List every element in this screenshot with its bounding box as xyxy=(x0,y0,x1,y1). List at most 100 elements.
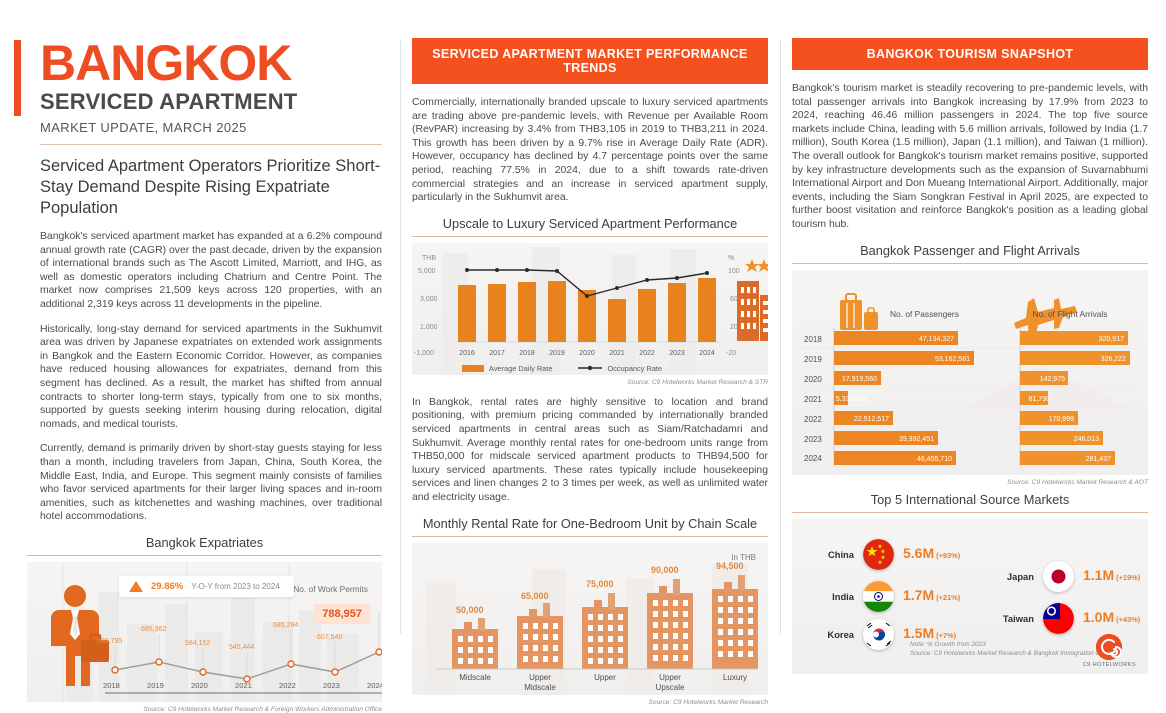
expatriates-value-labels: 588,795 665,362 584,152 545,444 685,294 … xyxy=(97,562,382,702)
market-value: 1.0M xyxy=(1083,609,1115,626)
markets-note: Note: % Growth from 2023 xyxy=(910,640,986,648)
page-subtitle: SERVICED APARTMENT xyxy=(40,89,298,114)
market-row-china: China 5.6M (+93%) xyxy=(808,538,960,570)
arrivals-plot: No. of Passengers No. of Flight Arrivals… xyxy=(792,269,1148,475)
column-divider xyxy=(780,40,781,634)
arrivals-svg: No. of Passengers No. of Flight Arrivals… xyxy=(798,292,1142,467)
svg-text:326,222: 326,222 xyxy=(1101,356,1126,363)
growth-percent: 29.86% xyxy=(151,580,184,592)
svg-text:281,437: 281,437 xyxy=(1086,456,1111,463)
axis-tick: 2019 xyxy=(147,680,164,690)
markets-source: Source: C9 Hotelworks Market Research & … xyxy=(910,649,1113,657)
svg-text:2023: 2023 xyxy=(669,350,685,357)
value-label: 607,540 xyxy=(317,633,343,641)
svg-text:2018: 2018 xyxy=(804,335,822,344)
triangle-up-icon xyxy=(129,580,143,592)
flag-china-icon xyxy=(863,538,894,570)
star-rating-icon xyxy=(745,258,768,272)
performance-chart-title: Upscale to Luxury Serviced Apartment Per… xyxy=(442,215,738,231)
svg-text:20: 20 xyxy=(730,324,738,331)
flight-bars xyxy=(1020,330,1130,465)
market-growth: (+7%) xyxy=(936,631,957,641)
svg-text:3,000: 3,000 xyxy=(420,296,438,303)
value-label: 588,795 xyxy=(97,637,123,645)
expatriates-plot: 29.86% Y-O-Y from 2023 to 2024 No. of Wo… xyxy=(27,561,382,702)
source-markets-plot: China 5.6M (+93%) India xyxy=(792,518,1148,674)
rental-unit-label: In THB xyxy=(731,552,756,562)
flight-values: 320,917 326,222 142,975 81,790 170,999 2… xyxy=(1029,336,1127,463)
country-label: Korea xyxy=(827,628,854,640)
svg-text:1,000: 1,000 xyxy=(420,324,438,331)
svg-text:39,392,451: 39,392,451 xyxy=(899,436,934,443)
market-row-korea: Korea 1.5M (+7%) xyxy=(808,618,957,650)
right-column: BANGKOK TOURISM SNAPSHOT Bangkok's touri… xyxy=(780,0,1166,674)
market-value: 1.1M xyxy=(1083,567,1115,584)
expatriates-chart: Bangkok Expatriates xyxy=(27,535,382,713)
svg-text:No. of Passengers: No. of Passengers xyxy=(890,309,959,319)
axis-tick: 2022 xyxy=(279,680,296,690)
svg-text:2021: 2021 xyxy=(804,395,822,404)
divider xyxy=(792,511,1148,513)
value-label: 584,152 xyxy=(185,639,211,647)
left-paragraph-1: Bangkok's serviced apartment market has … xyxy=(40,231,382,310)
rental-source: Source: C9 Hotelworks Market Research xyxy=(648,698,768,706)
source-markets-title: Top 5 International Source Markets xyxy=(870,491,1070,507)
svg-text:THB: THB xyxy=(422,255,436,262)
left-paragraph-2: Historically, long-stay demand for servi… xyxy=(40,323,382,430)
svg-text:2019: 2019 xyxy=(549,350,565,357)
legend-item-occupancy: Occupancy Rate xyxy=(578,364,662,373)
country-label: India xyxy=(832,590,854,602)
middle-paragraph-bottom: In Bangkok, rental rates are highly sens… xyxy=(412,396,768,503)
occupancy-points xyxy=(465,267,709,298)
flag-korea-icon xyxy=(863,618,894,650)
plane-icon xyxy=(1014,297,1077,340)
market-row-india: India 1.7M (+ xyxy=(808,580,961,612)
section-header-performance: SERVICED APARTMENT MARKET PERFORMANCE TR… xyxy=(412,38,768,84)
country-label: China xyxy=(827,548,854,560)
column-divider xyxy=(400,40,401,634)
buildings-icon xyxy=(737,280,768,341)
rental-value-labels: 50,000 65,000 75,000 90,000 94,500 xyxy=(412,543,768,695)
market-value: 1.7M xyxy=(903,587,935,604)
left-paragraph-3: Currently, demand is primarily driven by… xyxy=(40,443,382,523)
market-growth: (+21%) xyxy=(936,593,961,603)
infographic-page: BANGKOK SERVICED APARTMENT MARKET UPDATE… xyxy=(14,0,1166,713)
axis-tick: 2023 xyxy=(323,680,340,690)
axis-tick: 2024 xyxy=(367,680,382,690)
svg-text:81,790: 81,790 xyxy=(1029,396,1051,403)
country-label: Japan xyxy=(1006,570,1034,582)
market-row-japan: Japan 1.1M (+19%) xyxy=(988,560,1141,592)
headline: Serviced Apartment Operators Prioritize … xyxy=(40,157,381,217)
rental-chart: Monthly Rental Rate for One-Bedroom Unit… xyxy=(412,516,768,706)
section-header-tourism: BANGKOK TOURISM SNAPSHOT xyxy=(792,38,1148,70)
arrivals-source: Source: C9 Hotelworks Market Research & … xyxy=(1007,478,1148,486)
svg-text:320,917: 320,917 xyxy=(1099,336,1124,343)
value-label: 545,444 xyxy=(229,643,255,651)
svg-text:142,975: 142,975 xyxy=(1040,376,1065,383)
flag-taiwan-icon xyxy=(1043,602,1074,634)
right-paragraph: Bangkok's tourism market is steadily rec… xyxy=(792,83,1148,230)
svg-text:22,512,517: 22,512,517 xyxy=(854,416,889,423)
growth-badge: 29.86% Y-O-Y from 2023 to 2024 xyxy=(119,575,294,597)
market-value: 5.6M xyxy=(903,545,935,562)
middle-column: SERVICED APARTMENT MARKET PERFORMANCE TR… xyxy=(400,0,780,706)
value-label: 65,000 xyxy=(521,590,549,601)
market-growth: (+19%) xyxy=(1116,573,1141,583)
flag-japan-icon xyxy=(1043,560,1074,592)
growth-note: Y-O-Y from 2023 to 2024 xyxy=(191,581,280,591)
svg-text:46,455,710: 46,455,710 xyxy=(917,456,952,463)
market-growth: (+43%) xyxy=(1116,615,1141,625)
svg-text:5,339,086: 5,339,086 xyxy=(836,396,867,403)
svg-text:2022: 2022 xyxy=(804,415,822,424)
rental-plot: In THB xyxy=(412,542,768,695)
svg-text:170,999: 170,999 xyxy=(1049,416,1074,423)
luggage-icon xyxy=(840,292,878,330)
svg-text:-1,000: -1,000 xyxy=(414,350,434,357)
markets-footnote: Note: % Growth from 2023 Source: C9 Hote… xyxy=(910,640,1112,658)
passenger-values: 47,134,327 53,162,581 17,919,560 5,339,0… xyxy=(836,336,970,463)
c9-logo-icon xyxy=(1096,633,1123,660)
accent-bar xyxy=(14,40,21,116)
svg-text:%: % xyxy=(728,255,734,262)
market-value: 1.5M xyxy=(903,625,935,642)
svg-text:2020: 2020 xyxy=(579,350,595,357)
